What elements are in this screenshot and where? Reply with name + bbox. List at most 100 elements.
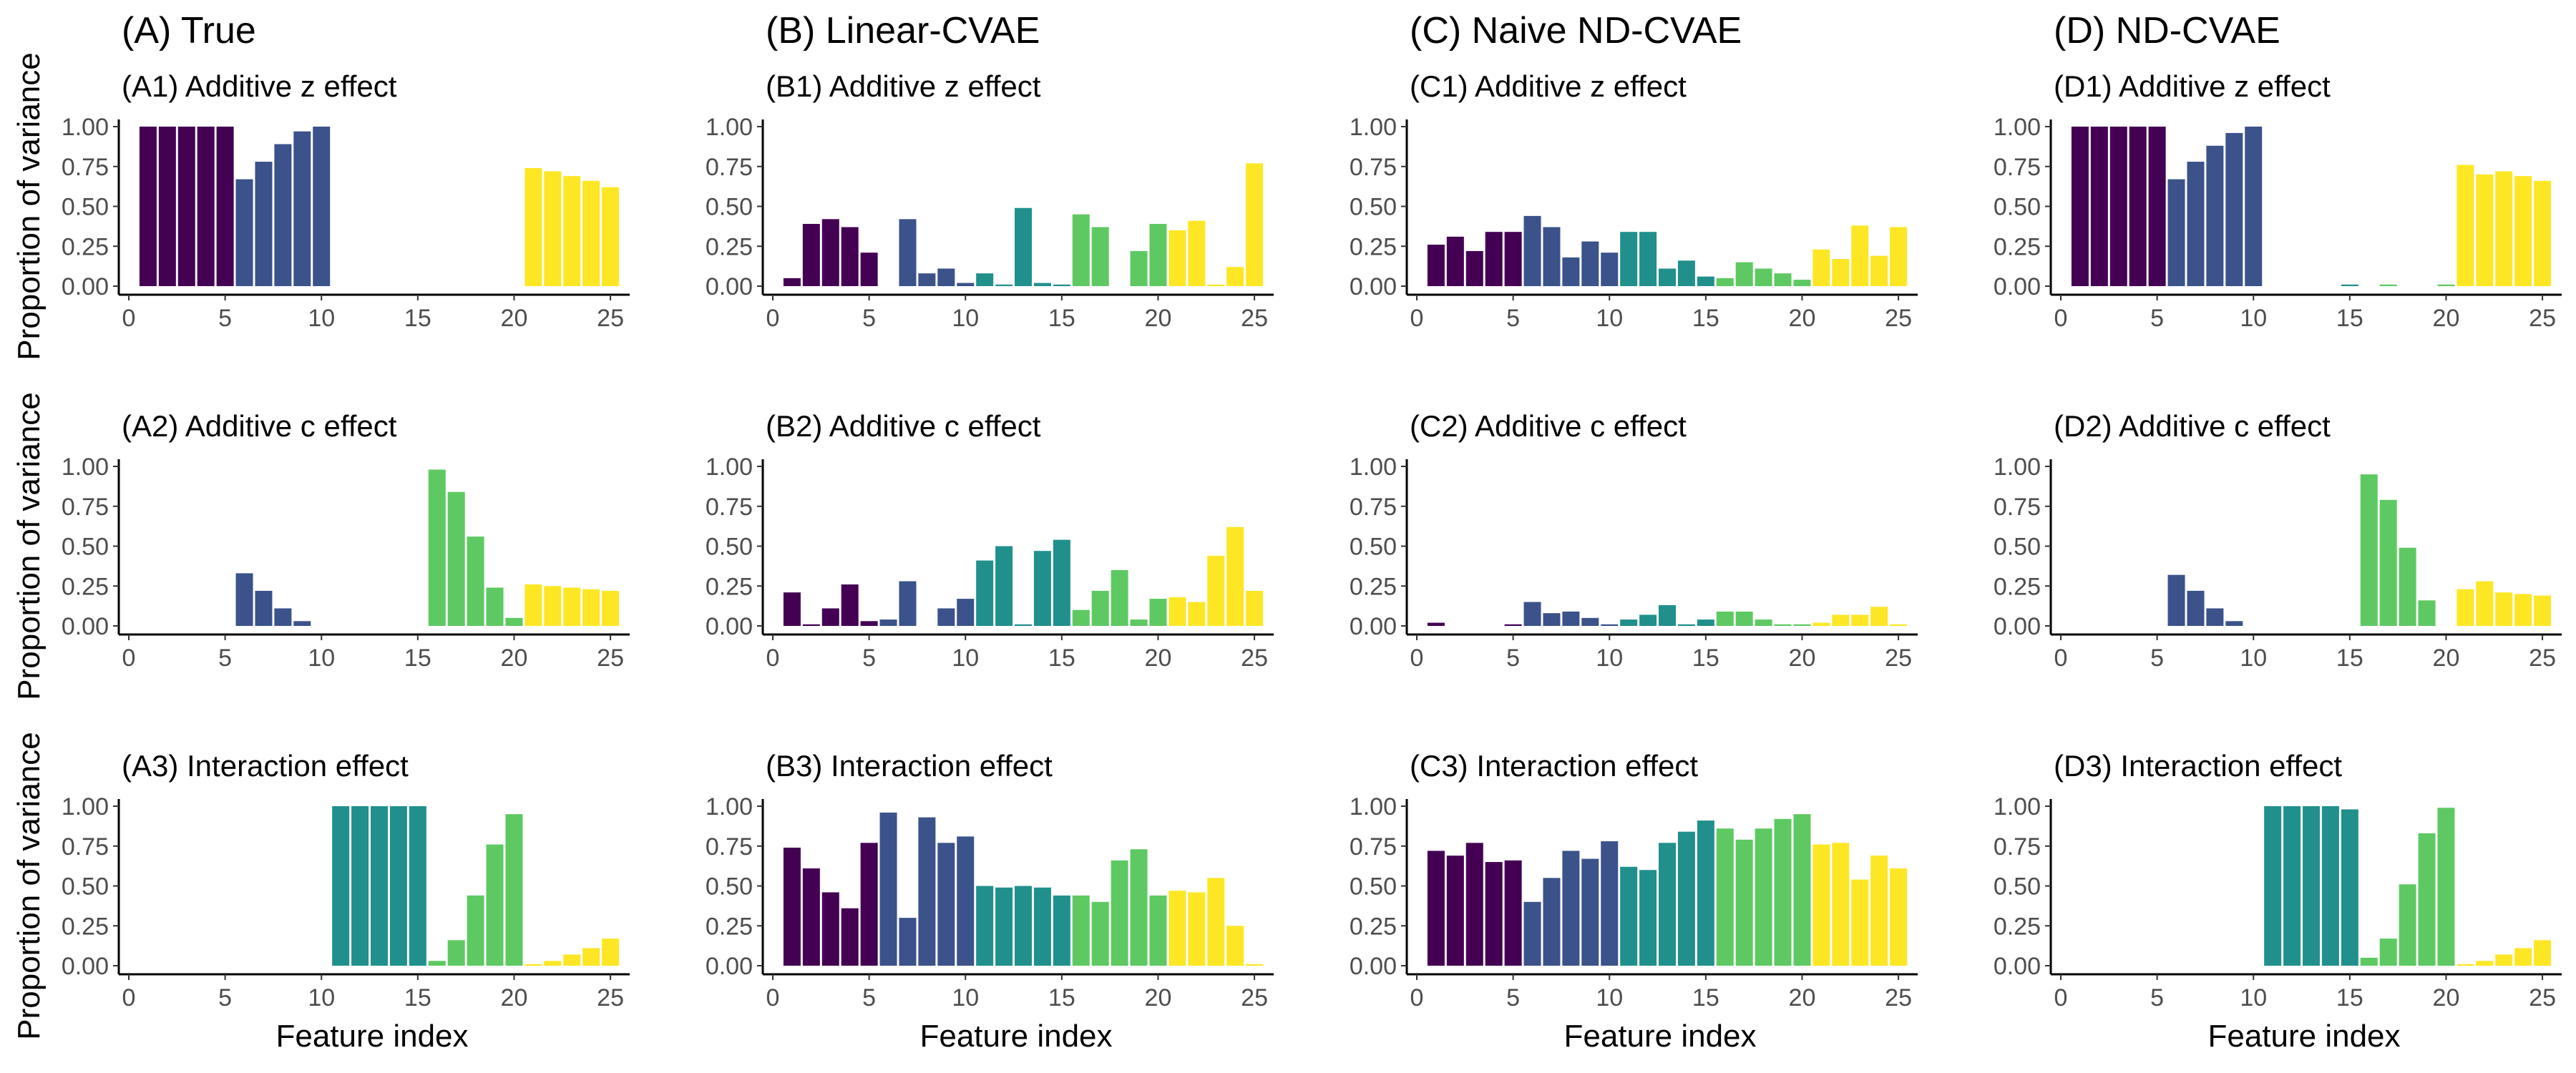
bar bbox=[563, 954, 581, 966]
y-tick-label: 0.75 bbox=[1994, 494, 2041, 521]
bar bbox=[1677, 624, 1695, 626]
y-tick-label: 0.25 bbox=[62, 233, 109, 260]
y-tick-label: 1.00 bbox=[1994, 114, 2041, 141]
panel-title: (B1) Additive z effect bbox=[766, 69, 1041, 103]
bar bbox=[486, 587, 504, 626]
panel-c2: (C2) Additive c effect 0.00 0.25 0.50 0.75 1.… bbox=[1350, 409, 1918, 672]
bar bbox=[2341, 809, 2358, 966]
y-tick-label: 0.25 bbox=[1350, 573, 1397, 600]
bar bbox=[1851, 614, 1869, 626]
y-tick-label: 0.25 bbox=[706, 913, 753, 940]
x-tick-label: 5 bbox=[218, 305, 232, 332]
bar bbox=[1130, 250, 1148, 286]
bar bbox=[2476, 581, 2494, 626]
bar bbox=[783, 847, 801, 966]
panel-title: (B3) Interaction effect bbox=[766, 749, 1053, 783]
x-tick-label: 0 bbox=[2054, 645, 2068, 672]
y-tick-label: 0.25 bbox=[1994, 913, 2041, 940]
x-tick-label: 10 bbox=[308, 305, 335, 332]
bar bbox=[1226, 267, 1244, 286]
x-tick-label: 5 bbox=[2150, 645, 2164, 672]
bar bbox=[2167, 574, 2185, 626]
bar bbox=[1813, 844, 1830, 966]
bar bbox=[2514, 176, 2532, 286]
y-tick-label: 0.25 bbox=[706, 233, 753, 260]
panel-a3: (A3) Interaction effect 0.00 0.25 0.50 0.75 1… bbox=[11, 732, 630, 1054]
bar bbox=[1581, 858, 1599, 966]
bar bbox=[1601, 624, 1619, 626]
y-tick-label: 0.00 bbox=[1350, 613, 1397, 640]
x-tick-label: 10 bbox=[1596, 305, 1623, 332]
bar bbox=[1813, 249, 1830, 286]
x-tick-label: 20 bbox=[501, 984, 528, 1011]
bar bbox=[235, 573, 253, 626]
bar bbox=[783, 278, 801, 286]
bar bbox=[1033, 551, 1051, 626]
bar bbox=[1639, 232, 1657, 286]
x-tick-label: 10 bbox=[2240, 645, 2267, 672]
bar bbox=[2321, 806, 2339, 966]
y-tick-label: 0.25 bbox=[1994, 573, 2041, 600]
column-title: (D) ND-CVAE bbox=[2054, 10, 2280, 52]
bar bbox=[1543, 878, 1561, 966]
bar bbox=[1832, 843, 1850, 966]
column-title: (A) True bbox=[122, 10, 256, 52]
bar bbox=[2264, 806, 2282, 966]
x-tick-label: 10 bbox=[308, 645, 335, 672]
bar bbox=[1207, 284, 1225, 286]
bar bbox=[1091, 227, 1109, 286]
y-tick-label: 1.00 bbox=[1350, 114, 1397, 141]
y-tick-label: 0.50 bbox=[1350, 194, 1397, 221]
bar bbox=[957, 283, 975, 286]
bar bbox=[274, 144, 292, 286]
bar bbox=[1015, 624, 1032, 626]
bar bbox=[2514, 948, 2532, 966]
bar bbox=[2341, 284, 2358, 286]
bar bbox=[1581, 241, 1599, 286]
bar bbox=[976, 886, 994, 966]
x-tick-label: 5 bbox=[218, 645, 232, 672]
panel-d1: (D) ND-CVAE (D1) Additive z effect 0.00 0.2… bbox=[1994, 10, 2562, 332]
x-tick-label: 15 bbox=[404, 305, 431, 332]
bar bbox=[447, 940, 465, 966]
bar bbox=[467, 895, 484, 966]
y-axis-title: Proportion of variance bbox=[11, 392, 47, 700]
bar bbox=[1581, 617, 1599, 626]
bar bbox=[860, 621, 878, 626]
bar bbox=[1072, 895, 1090, 966]
bar bbox=[1427, 245, 1445, 286]
bar bbox=[158, 127, 176, 286]
y-tick-label: 0.50 bbox=[706, 534, 753, 561]
bar bbox=[428, 961, 446, 966]
panel-c1: (C) Naive ND-CVAE (C1) Additive z effect 0… bbox=[1350, 10, 1918, 332]
x-tick-label: 25 bbox=[1885, 645, 1912, 672]
panel-b1: (B) Linear-CVAE (B1) Additive z effect 0.0… bbox=[706, 10, 1274, 332]
x-tick-label: 10 bbox=[308, 984, 335, 1011]
bar bbox=[860, 253, 878, 286]
x-tick-label: 15 bbox=[1048, 984, 1075, 1011]
x-tick-label: 0 bbox=[1410, 305, 1424, 332]
bar bbox=[2457, 964, 2474, 966]
bar bbox=[1504, 624, 1522, 626]
x-tick-label: 15 bbox=[1048, 645, 1075, 672]
x-tick-label: 0 bbox=[122, 984, 136, 1011]
x-tick-label: 20 bbox=[1789, 305, 1816, 332]
x-tick-label: 20 bbox=[1145, 645, 1172, 672]
x-tick-label: 20 bbox=[1789, 984, 1816, 1011]
y-tick-label: 0.00 bbox=[706, 613, 753, 640]
y-axis-title: Proportion of variance bbox=[11, 52, 47, 360]
bar bbox=[2379, 284, 2397, 286]
y-tick-label: 0.50 bbox=[706, 194, 753, 221]
y-tick-label: 0.25 bbox=[62, 913, 109, 940]
bar bbox=[1465, 843, 1483, 966]
x-tick-label: 20 bbox=[2433, 645, 2460, 672]
y-tick-label: 0.75 bbox=[1994, 833, 2041, 861]
bar bbox=[1813, 622, 1830, 626]
y-tick-label: 0.00 bbox=[1994, 953, 2041, 980]
bar bbox=[2476, 174, 2494, 286]
bar bbox=[1485, 232, 1503, 286]
bar bbox=[841, 584, 859, 626]
bar bbox=[371, 806, 388, 966]
x-tick-label: 25 bbox=[1885, 305, 1912, 332]
bar bbox=[976, 273, 994, 286]
